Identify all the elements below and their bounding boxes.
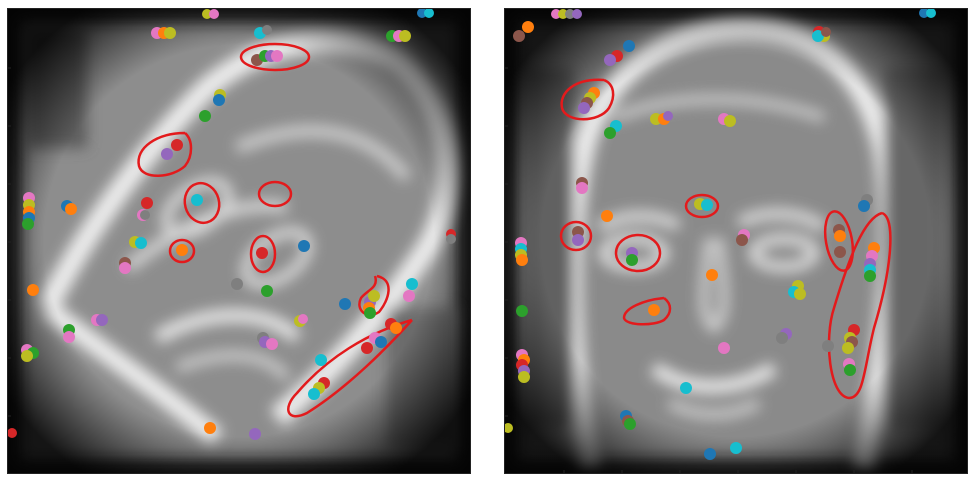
right-image-panel — [504, 8, 968, 474]
left-edge-map — [7, 8, 471, 474]
scatter-points — [7, 8, 456, 440]
scatter-points-right — [504, 8, 936, 460]
right-edge-map — [504, 8, 968, 474]
annotation-marks-right — [559, 78, 892, 400]
left-image-panel — [7, 8, 471, 474]
annotation-marks — [137, 42, 413, 418]
